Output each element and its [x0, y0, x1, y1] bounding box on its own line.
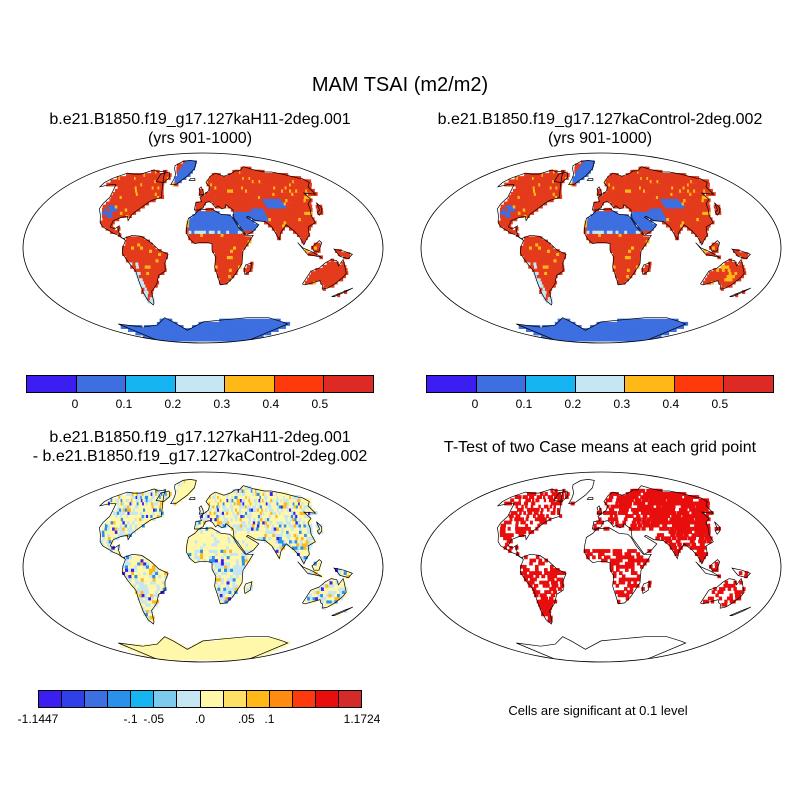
colorbar-tick-label: 0.5: [311, 397, 329, 411]
coastlines: [98, 160, 354, 343]
colorbar-tick-label: 0.1: [515, 397, 533, 411]
colorbar-top-right: [426, 375, 774, 393]
map-border: [22, 152, 384, 344]
colorbar-swatch: [269, 691, 293, 707]
panel-title-line1: b.e21.B1850.f19_g17.127kaControl-2deg.00…: [437, 111, 763, 128]
colorbar-swatch: [154, 691, 178, 707]
colorbar-ticks-top-left: 0 0.1 0.2 0.3 0.4 0.5: [26, 397, 374, 413]
colorbar-tick-label: 0: [71, 397, 79, 411]
colorbar-top-left: [26, 375, 374, 393]
colorbar-tick-label: -.05: [143, 712, 165, 726]
significance-note: Cells are significant at 0.1 level: [508, 703, 688, 718]
map-bottom-right: [420, 471, 782, 663]
map-cells: [100, 479, 351, 661]
colorbar-swatch: [62, 691, 86, 707]
panel-title-line2: (yrs 901-1000): [547, 130, 653, 147]
map-bottom-left: [22, 471, 384, 663]
map-border: [22, 471, 384, 663]
colorbar-swatch: [324, 376, 374, 392]
colorbar-swatch: [476, 376, 527, 392]
map-ocean: [421, 472, 781, 662]
colorbar-swatch: [39, 691, 63, 707]
panel-title-top-left: b.e21.B1850.f19_g17.127kaH11-2deg.001 (y…: [0, 110, 400, 148]
colorbar-bottom-left: [38, 690, 362, 708]
colorbar-swatch: [223, 691, 247, 707]
colorbar-tick-label: .0: [194, 712, 206, 726]
colorbar-tick-label: 0.1: [115, 397, 133, 411]
map-ocean: [23, 472, 383, 662]
map-cells: [100, 160, 351, 342]
colorbar-ticks-bottom-left: -1.1447 -.1 -.05 .0 .05 .1 1.1724: [18, 712, 381, 728]
colorbar-swatch: [108, 691, 132, 707]
colorbar-tick-label: .1: [264, 712, 275, 726]
colorbar-swatch: [131, 691, 155, 707]
colorbar-swatch: [625, 376, 675, 392]
colorbar-tick-label: 0.4: [262, 397, 280, 411]
figure-title: MAM TSAI (m2/m2): [311, 74, 489, 96]
colorbar-swatch: [315, 691, 340, 707]
colorbar-swatch: [85, 691, 109, 707]
colorbar-swatch: [246, 691, 270, 707]
map-border: [420, 471, 782, 663]
colorbar-tick-label: -1.1447: [17, 712, 59, 726]
panel-title-line2: (yrs 901-1000): [147, 130, 253, 147]
colorbar-swatch: [27, 376, 77, 392]
colorbar-swatch: [200, 691, 224, 707]
colorbar-swatch: [292, 691, 316, 707]
colorbar-swatch: [76, 376, 127, 392]
colorbar-tick-label: 1.1724: [343, 712, 381, 726]
colorbar-swatch: [575, 376, 626, 392]
panel-title-top-right: b.e21.B1850.f19_g17.127kaControl-2deg.00…: [400, 110, 800, 148]
map-ocean: [421, 153, 781, 343]
panel-title-bottom-right: T-Test of two Case means at each grid po…: [400, 438, 800, 457]
panel-title-line2: - b.e21.B1850.f19_g17.127kaControl-2deg.…: [32, 448, 368, 465]
colorbar-swatch: [339, 691, 362, 707]
map-top-right: [420, 152, 782, 344]
colorbar-swatch: [427, 376, 477, 392]
colorbar-tick-label: 0: [471, 397, 479, 411]
colorbar-tick-label: 0.2: [564, 397, 582, 411]
colorbar-swatch: [274, 376, 325, 392]
colorbar-swatch: [674, 376, 725, 392]
map-top-left: [22, 152, 384, 344]
colorbar-swatch: [177, 691, 201, 707]
colorbar-ticks-top-right: 0 0.1 0.2 0.3 0.4 0.5: [426, 397, 774, 413]
colorbar-swatch: [526, 376, 576, 392]
map-border: [420, 152, 782, 344]
panel-title-bottom-left: b.e21.B1850.f19_g17.127kaH11-2deg.001 - …: [0, 428, 400, 466]
coastlines: [98, 479, 354, 662]
colorbar-tick-label: 0.2: [164, 397, 182, 411]
colorbar-tick-label: -.1: [123, 712, 138, 726]
colorbar-swatch: [225, 376, 275, 392]
colorbar-tick-label: 0.3: [213, 397, 231, 411]
colorbar-tick-label: 0.5: [711, 397, 729, 411]
panel-title-line1: b.e21.B1850.f19_g17.127kaH11-2deg.001: [49, 111, 351, 128]
colorbar-swatch: [175, 376, 226, 392]
colorbar-tick-label: .05: [237, 712, 255, 726]
panel-title-line1: T-Test of two Case means at each grid po…: [443, 439, 757, 456]
colorbar-tick-label: 0.4: [662, 397, 680, 411]
panel-title-line1: b.e21.B1850.f19_g17.127kaH11-2deg.001: [49, 429, 351, 446]
coastlines: [496, 160, 752, 343]
map-ocean: [23, 153, 383, 343]
colorbar-swatch: [724, 376, 774, 392]
colorbar-tick-label: 0.3: [613, 397, 631, 411]
coastlines: [496, 479, 752, 662]
colorbar-swatch: [126, 376, 176, 392]
